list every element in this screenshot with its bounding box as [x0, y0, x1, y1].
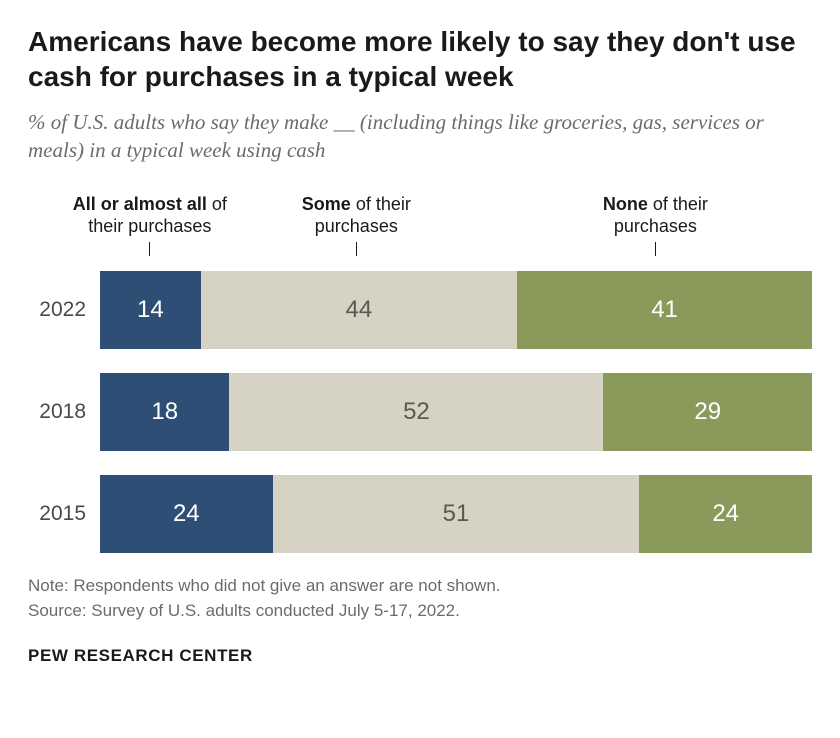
legend-strong: All or almost all — [73, 194, 207, 214]
bar-segment: 18 — [100, 373, 229, 451]
stacked-bar: 245124 — [100, 475, 812, 553]
legend-tick — [655, 242, 656, 256]
year-label: 2015 — [28, 502, 100, 526]
note-line: Note: Respondents who did not give an an… — [28, 576, 501, 595]
stacked-bar: 185229 — [100, 373, 812, 451]
bar-segment: 29 — [603, 373, 812, 451]
bar-segment: 41 — [517, 271, 812, 349]
stacked-bar-chart: All or almost all of their purchases Some… — [28, 193, 812, 553]
legend-strong: None — [603, 194, 648, 214]
chart-notes: Note: Respondents who did not give an an… — [28, 573, 812, 624]
year-label: 2018 — [28, 400, 100, 424]
legend-item: All or almost all of their purchases — [55, 193, 245, 256]
stacked-bar: 144441 — [100, 271, 812, 349]
footer-attribution: PEW RESEARCH CENTER — [28, 646, 812, 666]
legend-row: All or almost all of their purchasesSome… — [100, 193, 812, 271]
legend-strong: Some — [302, 194, 351, 214]
chart-subtitle: % of U.S. adults who say they make __ (i… — [28, 108, 812, 165]
legend-tick — [356, 242, 357, 256]
legend-item: None of their purchases — [560, 193, 750, 256]
bars-container: 202214444120181852292015245124 — [28, 271, 812, 553]
bar-segment: 24 — [639, 475, 812, 553]
bar-segment: 52 — [229, 373, 603, 451]
bar-row: 2018185229 — [28, 373, 812, 451]
bar-segment: 14 — [100, 271, 201, 349]
bar-segment: 44 — [201, 271, 517, 349]
source-line: Source: Survey of U.S. adults conducted … — [28, 601, 460, 620]
bar-row: 2022144441 — [28, 271, 812, 349]
bar-row: 2015245124 — [28, 475, 812, 553]
bar-segment: 24 — [100, 475, 273, 553]
chart-title: Americans have become more likely to say… — [28, 24, 812, 94]
year-label: 2022 — [28, 298, 100, 322]
legend-tick — [149, 242, 150, 256]
legend-item: Some of their purchases — [261, 193, 451, 256]
bar-segment: 51 — [273, 475, 640, 553]
